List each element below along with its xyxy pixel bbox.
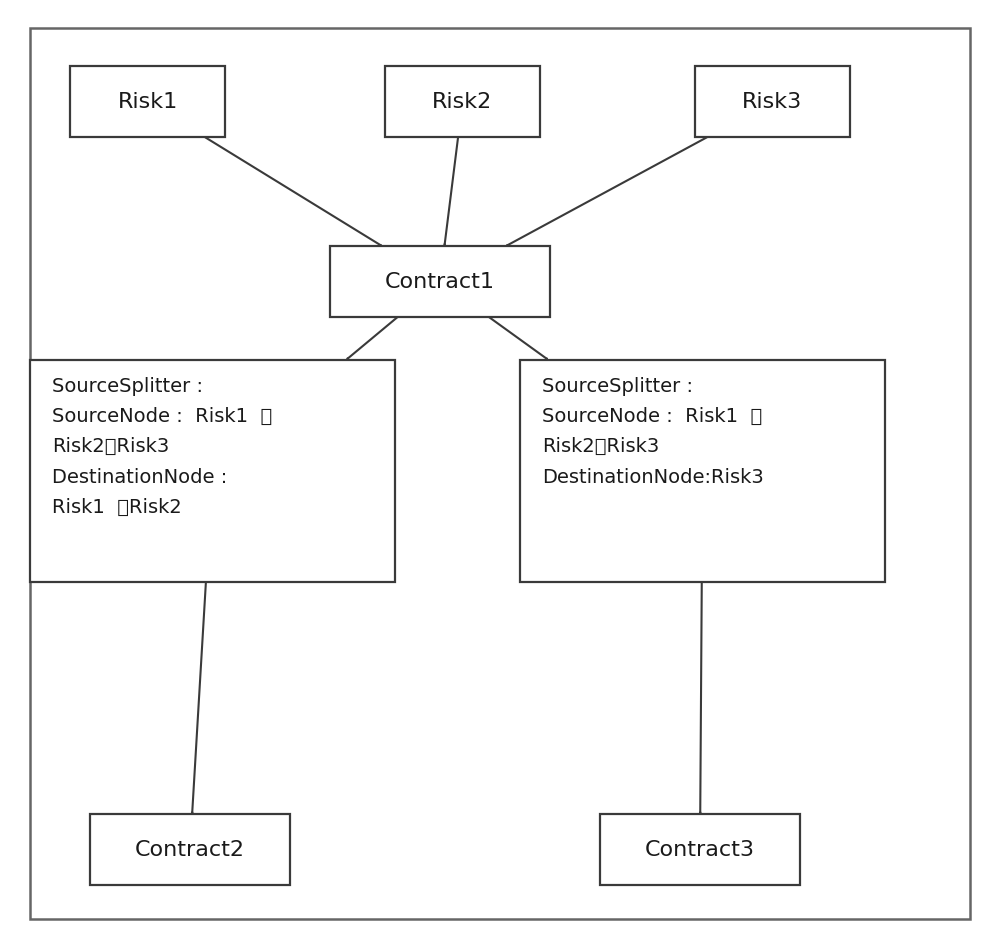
Bar [520,360,885,582]
Bar [30,360,395,582]
Text: Contract1: Contract1 [385,272,495,292]
Bar [330,246,550,317]
Text: Risk1: Risk1 [117,92,178,112]
Text: Risk3: Risk3 [742,92,803,112]
Text: Risk2: Risk2 [432,92,493,112]
Text: Contract2: Contract2 [135,840,245,860]
Text: Contract3: Contract3 [645,840,755,860]
Bar [90,814,290,885]
Bar [70,66,225,137]
Text: SourceSplitter :
SourceNode :  Risk1  、
Risk2、Risk3
DestinationNode :
Risk1  、Ri: SourceSplitter : SourceNode : Risk1 、 Ri… [52,377,272,517]
Bar [385,66,540,137]
Bar [600,814,800,885]
Text: SourceSplitter :
SourceNode :  Risk1  、
Risk2、Risk3
DestinationNode:Risk3: SourceSplitter : SourceNode : Risk1 、 Ri… [542,377,764,487]
Bar [695,66,850,137]
